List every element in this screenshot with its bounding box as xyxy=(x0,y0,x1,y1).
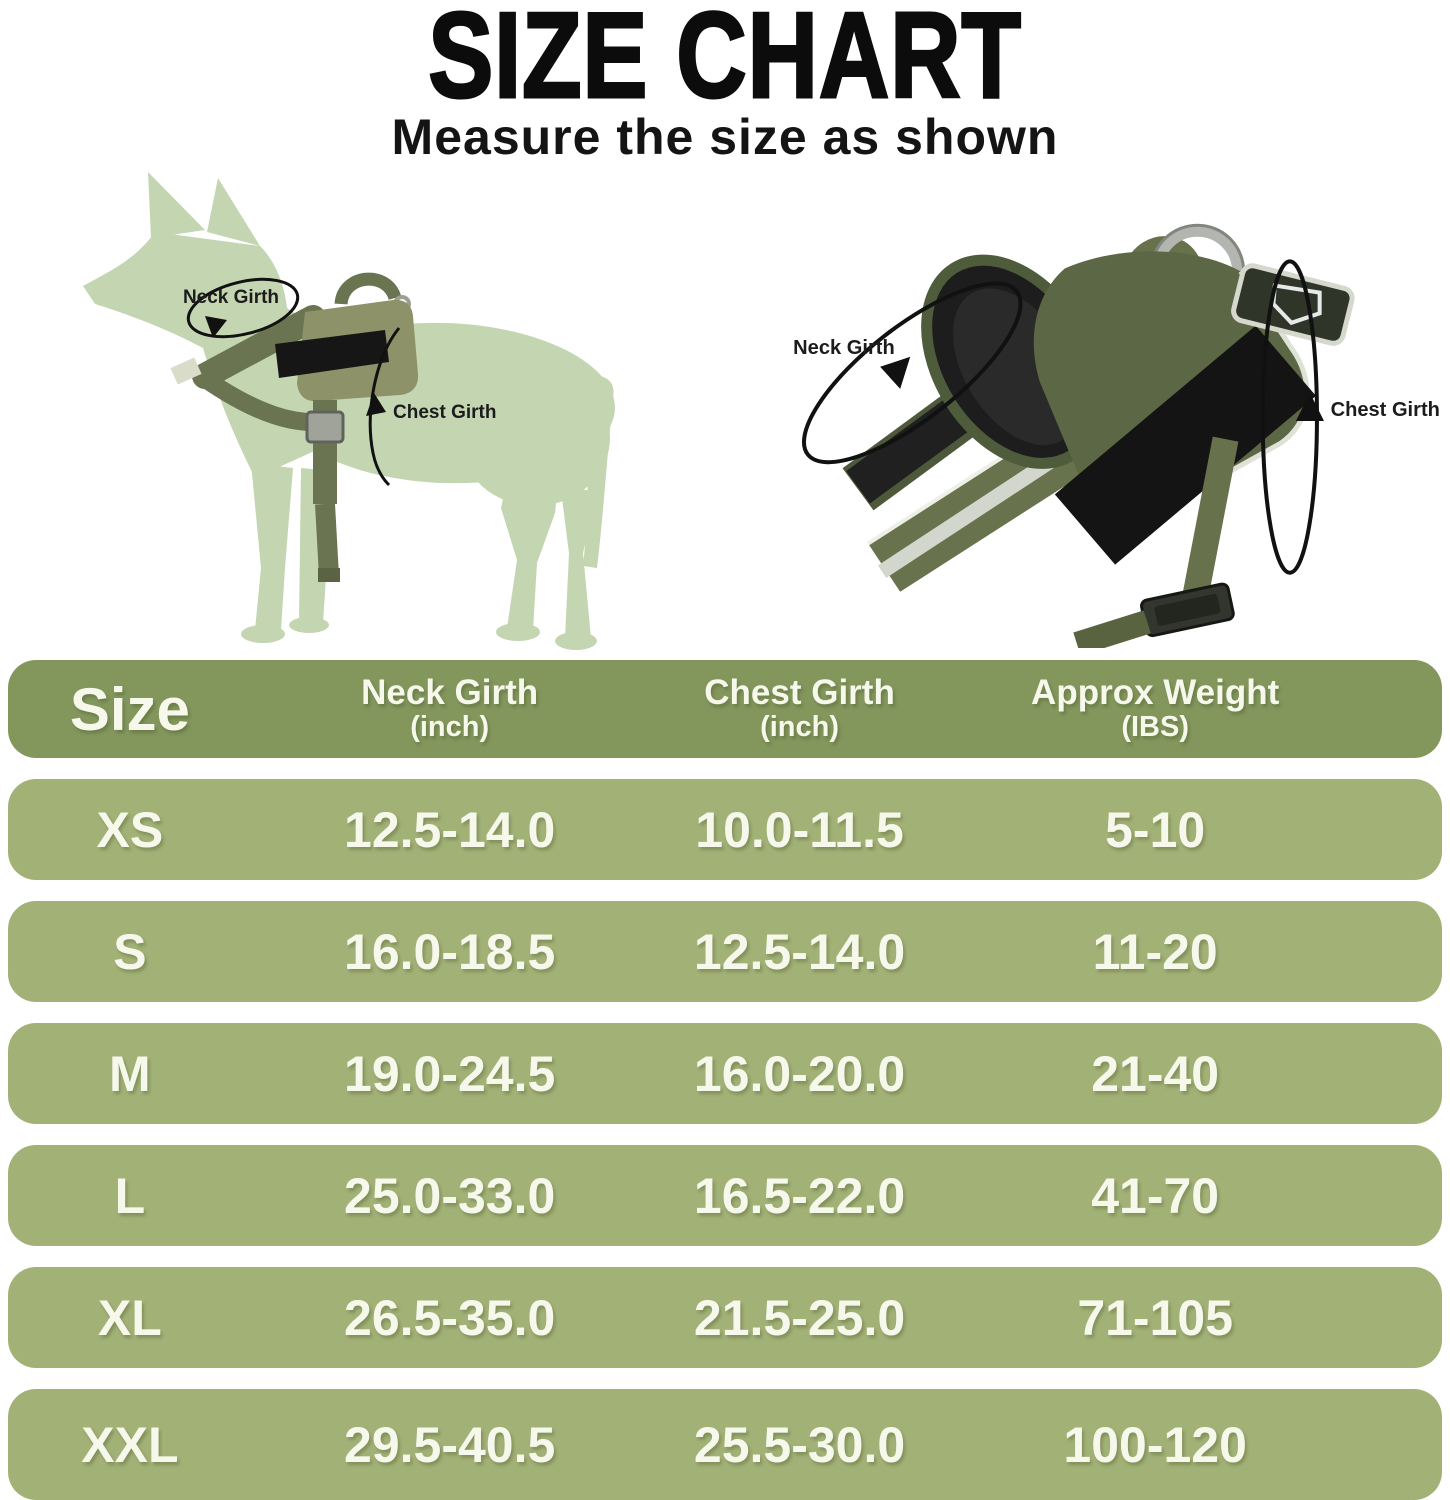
harness-chest-girth-label: Chest Girth xyxy=(1331,399,1440,421)
size-table: Size Neck Girth (inch) Chest Girth (inch… xyxy=(8,660,1442,1500)
table-row-xs: XS 12.5-14.0 10.0-11.5 5-10 xyxy=(8,779,1442,880)
weight-value: 41-70 xyxy=(1091,1167,1220,1224)
harness-neck-girth-label: Neck Girth xyxy=(793,337,895,359)
dog-chest-girth-label: Chest Girth xyxy=(393,402,496,423)
table-header-row: Size Neck Girth (inch) Chest Girth (inch… xyxy=(8,660,1442,758)
page-title: SIZE CHART xyxy=(427,0,1022,123)
header-cell-approx-weight: Approx Weight (IBS) xyxy=(1031,673,1280,744)
table-row-xl: XL 26.5-35.0 21.5-25.0 71-105 xyxy=(8,1267,1442,1368)
chest-girth-value: 12.5-14.0 xyxy=(693,923,906,980)
size-value: XXL xyxy=(81,1416,179,1473)
neck-girth-value: 25.0-33.0 xyxy=(344,1167,556,1224)
neck-girth-value: 26.5-35.0 xyxy=(344,1289,556,1346)
size-value: XS xyxy=(96,801,164,858)
strap-end xyxy=(318,568,340,582)
harness-measurement-figure: Neck Girth Chest Girth xyxy=(793,223,1440,648)
header-cell-neck-girth: Neck Girth (inch) xyxy=(361,673,539,744)
chest-girth-arrowhead xyxy=(366,393,386,416)
dog-measurement-diagram: Neck Girth Chest Girth xyxy=(83,172,615,650)
table-row-s: S 16.0-18.5 12.5-14.0 11-20 xyxy=(8,901,1442,1002)
velcro-patch xyxy=(275,330,389,378)
strap-tail xyxy=(1073,610,1151,648)
neck-girth-value: 29.5-40.5 xyxy=(344,1416,556,1473)
chest-girth-arc xyxy=(368,327,401,487)
neck-girth-value: 12.5-14.0 xyxy=(344,801,556,858)
weight-value: 71-105 xyxy=(1077,1289,1234,1346)
table-row-m: M 19.0-24.5 16.0-20.0 21-40 xyxy=(8,1023,1442,1124)
weight-value: 100-120 xyxy=(1063,1416,1247,1473)
header-cell-chest-girth: Chest Girth (inch) xyxy=(704,673,895,744)
neck-girth-ellipse xyxy=(801,281,1023,465)
chest-girth-value: 10.0-11.5 xyxy=(695,801,904,858)
harness-annotations: Neck Girth Chest Girth xyxy=(793,259,1440,575)
neck-girth-ellipse xyxy=(186,277,300,339)
size-value: S xyxy=(113,923,147,980)
header-cell-size: Size xyxy=(69,675,190,743)
size-value: XL xyxy=(97,1289,162,1346)
table-row-xxl: XXL 29.5-40.5 25.5-30.0 100-120 xyxy=(8,1389,1442,1500)
chest-girth-value: 21.5-25.0 xyxy=(693,1289,906,1346)
dog-harness-illustration xyxy=(170,272,419,582)
reflective-tag xyxy=(170,357,202,385)
dog-annotations: Neck Girth Chest Girth xyxy=(183,277,496,487)
side-strap xyxy=(1182,436,1239,599)
weight-value: 5-10 xyxy=(1105,801,1206,858)
measurement-figures: Neck Girth Chest Girth xyxy=(0,168,1450,660)
weight-value: 11-20 xyxy=(1092,923,1218,980)
harness-neck-strap xyxy=(192,305,326,389)
harness-handle xyxy=(334,272,402,306)
velcro-band xyxy=(1054,325,1316,565)
neck-girth-arrowhead xyxy=(205,316,227,338)
chest-girth-value: 16.5-22.0 xyxy=(693,1167,906,1224)
size-value: M xyxy=(109,1045,151,1102)
table-row-l: L 25.0-33.0 16.5-22.0 41-70 xyxy=(8,1145,1442,1246)
harness-product-illustration xyxy=(842,223,1355,648)
adjuster-buckle xyxy=(1140,582,1235,638)
metal-buckle xyxy=(305,410,345,444)
page-subtitle: Measure the size as shown xyxy=(391,109,1059,165)
neck-girth-arrowhead xyxy=(880,356,911,389)
chest-girth-value: 25.5-30.0 xyxy=(693,1416,906,1473)
size-value: L xyxy=(114,1167,146,1224)
chest-girth-value: 16.0-20.0 xyxy=(693,1045,906,1102)
neck-girth-value: 19.0-24.5 xyxy=(344,1045,556,1102)
dog-silhouette xyxy=(83,172,615,650)
strap-tail xyxy=(315,503,339,577)
neck-girth-value: 16.0-18.5 xyxy=(344,923,556,980)
weight-value: 21-40 xyxy=(1091,1045,1220,1102)
chest-girth-arrowhead xyxy=(1295,392,1324,422)
dog-neck-girth-label: Neck Girth xyxy=(183,287,279,308)
